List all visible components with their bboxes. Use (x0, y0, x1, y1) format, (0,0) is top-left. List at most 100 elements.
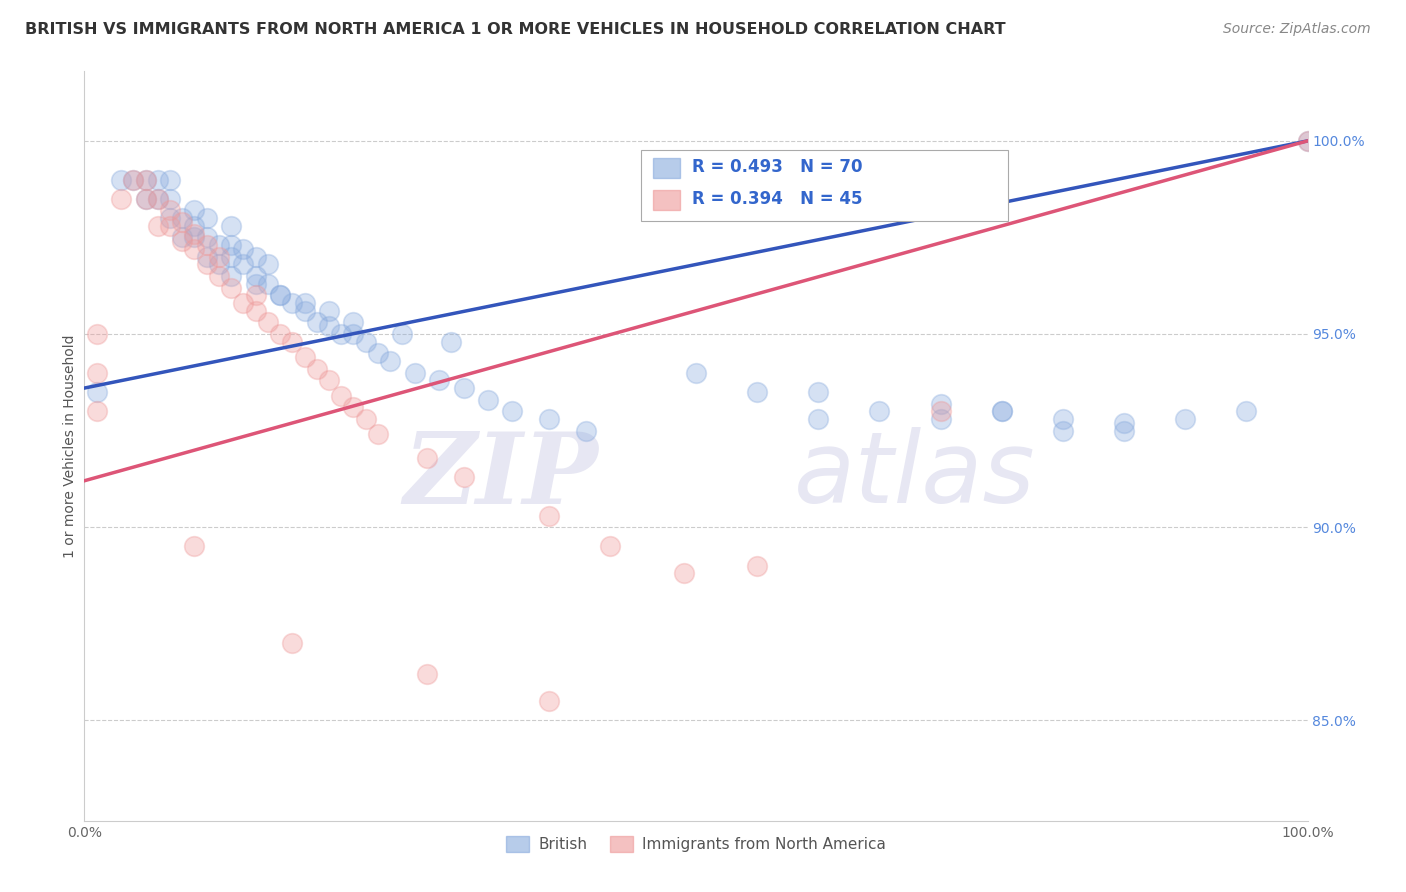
Point (219, 268, 242, 283)
Point (1114, 424, 1136, 438)
Point (342, 401, 364, 415)
Point (869, 404, 891, 418)
Point (86, 366, 108, 380)
Point (367, 427, 389, 442)
Point (219, 238, 242, 252)
Point (991, 404, 1014, 418)
Point (208, 268, 231, 283)
Point (354, 412, 377, 426)
Point (929, 412, 952, 426)
Point (477, 392, 499, 407)
Point (122, 172, 145, 186)
FancyBboxPatch shape (654, 191, 681, 210)
Point (294, 303, 316, 318)
Point (440, 334, 463, 349)
Point (318, 373, 340, 387)
Point (269, 326, 291, 341)
Point (257, 277, 280, 291)
Point (538, 508, 561, 523)
Point (232, 257, 254, 271)
Point (183, 203, 205, 218)
Point (342, 315, 364, 329)
Point (135, 172, 157, 186)
Point (172, 211, 194, 226)
FancyBboxPatch shape (654, 158, 681, 178)
Point (245, 277, 267, 291)
Point (195, 250, 218, 264)
Point (929, 404, 952, 418)
Point (172, 215, 194, 229)
Point (1296, 134, 1319, 148)
Point (367, 346, 389, 360)
Point (208, 257, 231, 271)
Point (86, 404, 108, 418)
Point (159, 203, 181, 218)
Point (575, 424, 598, 438)
Point (146, 192, 169, 206)
Y-axis label: 1 or more Vehicles in Household: 1 or more Vehicles in Household (63, 334, 77, 558)
Point (416, 666, 439, 681)
Point (747, 384, 769, 399)
Text: ZIP: ZIP (404, 428, 598, 524)
Point (146, 219, 169, 233)
Point (672, 566, 695, 581)
Point (281, 296, 304, 310)
Point (1174, 412, 1197, 426)
Point (159, 219, 181, 233)
Point (427, 373, 450, 387)
Point (195, 238, 218, 252)
Point (281, 334, 304, 349)
Point (747, 558, 769, 573)
Point (172, 235, 194, 249)
FancyBboxPatch shape (641, 150, 1008, 221)
Point (1296, 134, 1319, 148)
Point (208, 238, 231, 252)
Text: atlas: atlas (794, 427, 1035, 524)
Point (135, 192, 157, 206)
Point (172, 230, 194, 244)
Point (110, 192, 132, 206)
Point (281, 636, 304, 650)
Point (122, 172, 145, 186)
Point (245, 268, 267, 283)
Point (416, 450, 439, 465)
Text: BRITISH VS IMMIGRANTS FROM NORTH AMERICA 1 OR MORE VEHICLES IN HOUSEHOLD CORRELA: BRITISH VS IMMIGRANTS FROM NORTH AMERICA… (25, 22, 1005, 37)
Text: Source: ZipAtlas.com: Source: ZipAtlas.com (1223, 22, 1371, 37)
Point (269, 288, 291, 302)
Point (159, 172, 181, 186)
Point (257, 257, 280, 271)
Point (146, 172, 169, 186)
Point (807, 412, 830, 426)
Point (159, 192, 181, 206)
Point (245, 303, 267, 318)
Point (195, 211, 218, 226)
Point (146, 192, 169, 206)
Point (219, 250, 242, 264)
Point (685, 366, 707, 380)
Point (538, 412, 561, 426)
Point (1052, 424, 1074, 438)
Point (219, 219, 242, 233)
Point (538, 694, 561, 708)
Point (330, 389, 353, 403)
Point (135, 172, 157, 186)
Point (391, 326, 413, 341)
Point (232, 296, 254, 310)
Point (159, 211, 181, 226)
Point (991, 404, 1014, 418)
Point (208, 250, 231, 264)
Point (330, 326, 353, 341)
Point (305, 361, 328, 376)
Point (294, 350, 316, 364)
Text: R = 0.394   N = 45: R = 0.394 N = 45 (692, 190, 863, 208)
Point (318, 319, 340, 334)
Point (219, 280, 242, 294)
Point (183, 230, 205, 244)
Point (807, 384, 830, 399)
Point (245, 288, 267, 302)
Point (183, 242, 205, 256)
Point (380, 354, 402, 368)
Point (453, 470, 475, 484)
Point (1236, 404, 1258, 418)
Point (86, 326, 108, 341)
